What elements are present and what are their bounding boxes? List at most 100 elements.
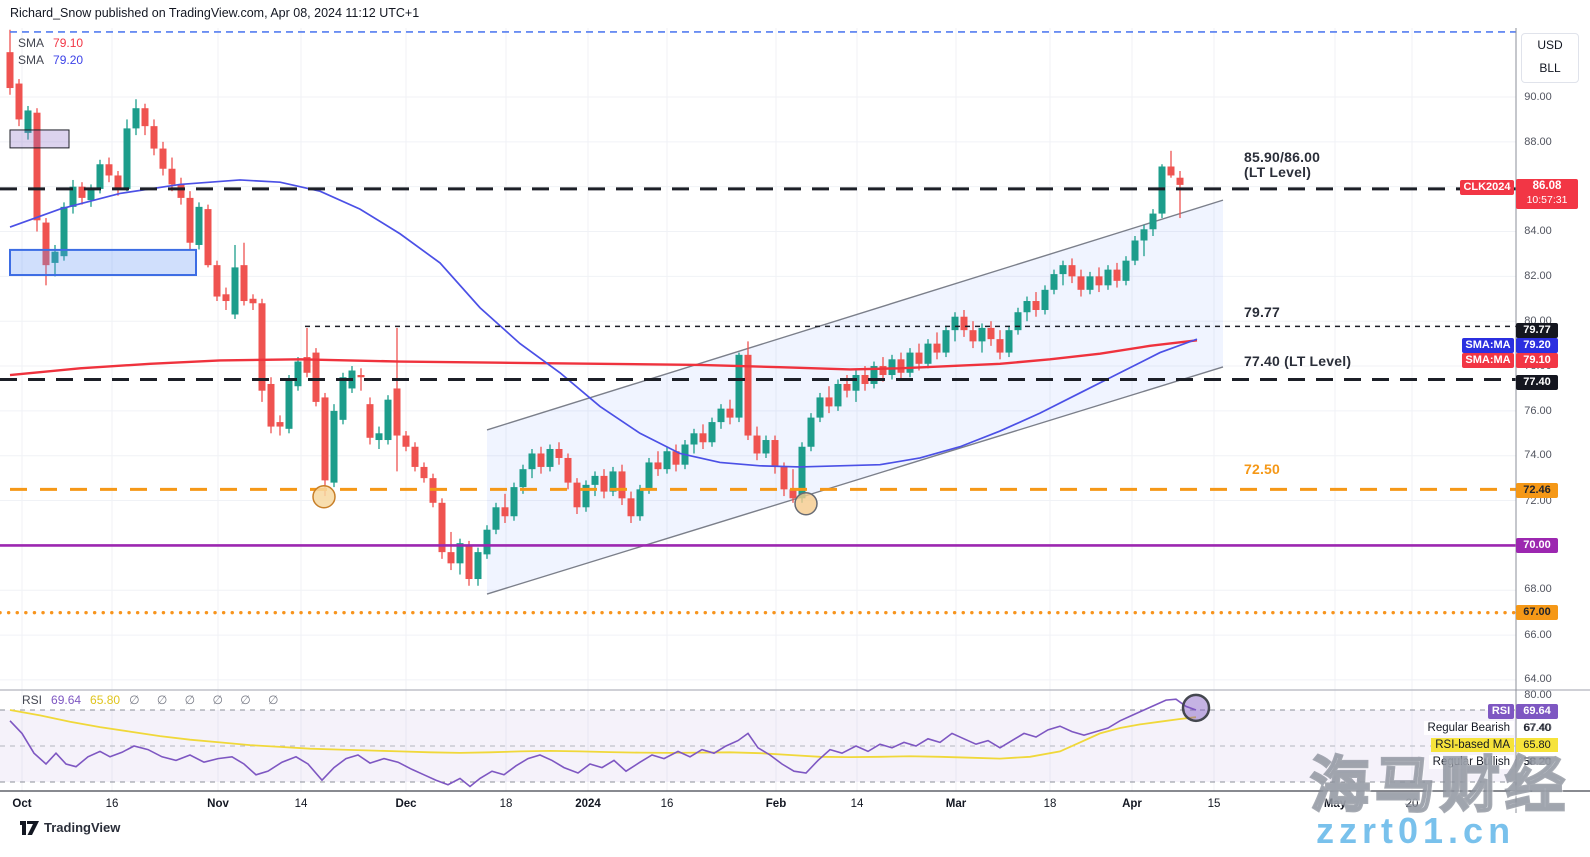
candle — [807, 413, 815, 452]
candle — [222, 287, 230, 310]
rsi-row-value: 65.80 — [1516, 738, 1558, 752]
candle — [24, 105, 32, 140]
candle — [987, 321, 995, 346]
candle — [78, 182, 86, 205]
candle — [213, 260, 221, 302]
rsi-legend[interactable]: RSI 69.64 65.80 ∅ ∅ ∅ ∅ ∅ ∅ — [22, 693, 285, 707]
candle — [933, 332, 941, 360]
candle — [582, 480, 590, 512]
candle — [474, 547, 482, 586]
annotation-7250[interactable]: 72.50 — [1244, 461, 1281, 477]
time-axis-tick: 15 — [1207, 798, 1221, 810]
candle — [33, 108, 41, 232]
symbol-unit-box[interactable]: USD BLL — [1521, 33, 1579, 83]
candle — [456, 538, 464, 575]
candle — [339, 372, 347, 425]
candle — [834, 379, 842, 411]
time-axis-tick: 14 — [850, 798, 864, 810]
candle — [699, 424, 707, 449]
candle — [1086, 271, 1094, 295]
candle — [1167, 150, 1175, 178]
price-tag: 79.77 — [1516, 323, 1558, 338]
candle — [150, 119, 158, 156]
time-axis-tick: 14 — [294, 798, 308, 810]
candle — [1131, 236, 1139, 266]
countdown-timer: 10:57:31 — [1526, 194, 1568, 206]
sma-slow-line[interactable] — [9, 179, 1198, 468]
candle — [294, 357, 302, 391]
rsi-highlight-circle[interactable] — [1181, 693, 1211, 723]
sma-slow-legend[interactable]: SMA 79.20 — [18, 53, 83, 67]
candle — [177, 177, 185, 205]
candle — [267, 377, 275, 434]
sma-fast-legend[interactable]: SMA 79.10 — [18, 36, 83, 50]
candle — [564, 453, 572, 490]
candle — [663, 446, 671, 474]
series-tag-clk2024: CLK2024 — [1460, 180, 1514, 195]
price-axis-label: 82.00 — [1524, 270, 1552, 282]
highlight-circle-feb[interactable] — [794, 491, 818, 516]
candle — [105, 157, 113, 183]
rsi-ma-line[interactable] — [9, 709, 1197, 760]
candle — [708, 417, 716, 447]
series-tag-rsi: RSI — [1488, 704, 1514, 719]
candle — [411, 442, 419, 472]
candle — [195, 202, 203, 250]
time-axis-tick: 2024 — [575, 798, 601, 810]
time-axis-tick: 16 — [105, 798, 119, 810]
candle — [1095, 267, 1103, 293]
candle — [375, 426, 383, 449]
candle — [870, 361, 878, 389]
candle — [285, 375, 293, 434]
candle — [546, 444, 554, 472]
symbol-unit: BLL — [1539, 61, 1561, 75]
time-axis-tick: Nov — [207, 798, 229, 810]
highlight-circle-nov[interactable] — [312, 484, 336, 509]
candle — [825, 386, 833, 414]
annotation-lower-lt-level[interactable]: 77.40 (LT Level) — [1244, 353, 1352, 369]
annotation-upper-lt-level[interactable]: 85.90/86.00 (LT Level) — [1244, 149, 1321, 180]
supply-zone[interactable] — [9, 129, 70, 149]
candle — [1014, 307, 1022, 335]
candle — [1005, 325, 1013, 358]
rsi-value: 69.64 — [51, 693, 82, 707]
candle — [618, 464, 626, 506]
rsi-row-label: RSI-based MA — [1431, 738, 1514, 752]
candle — [600, 469, 608, 499]
rsi-line[interactable] — [9, 698, 1197, 788]
series-tag-sma-ma: SMA:MA — [1462, 338, 1514, 353]
tradingview-footer-link[interactable]: TradingView — [20, 820, 120, 835]
candle — [114, 170, 122, 196]
candle — [1032, 292, 1040, 317]
candle — [537, 446, 545, 474]
candle — [420, 462, 428, 483]
candle — [753, 426, 761, 461]
candle — [789, 469, 797, 503]
demand-zone[interactable] — [9, 248, 197, 277]
gridlines — [0, 28, 1516, 791]
candle — [1068, 258, 1076, 284]
candle — [897, 352, 905, 380]
candle — [969, 321, 977, 349]
time-axis-tick: Apr — [1122, 798, 1142, 810]
trend-channel[interactable] — [486, 199, 1224, 595]
sma-fast-value: 79.10 — [53, 36, 84, 50]
candle — [1023, 296, 1031, 322]
candle — [321, 392, 329, 497]
sma-slow-label: SMA — [18, 53, 45, 67]
annotation-7977[interactable]: 79.77 — [1244, 304, 1281, 320]
pane-separators — [0, 28, 1590, 813]
watermark-chinese: 海马财经 — [1309, 751, 1570, 820]
candle — [258, 298, 266, 402]
rsi-empty-values: ∅ ∅ ∅ ∅ ∅ ∅ — [129, 693, 286, 707]
tradingview-logo-icon — [20, 820, 39, 835]
sma-fast-label: SMA — [18, 36, 45, 50]
sma-fast-line[interactable] — [9, 339, 1198, 377]
candle — [924, 339, 932, 369]
candle — [726, 399, 734, 425]
price-tag: 79.10 — [1516, 353, 1558, 368]
time-axis-tick: Feb — [765, 798, 787, 810]
candle — [942, 325, 950, 358]
